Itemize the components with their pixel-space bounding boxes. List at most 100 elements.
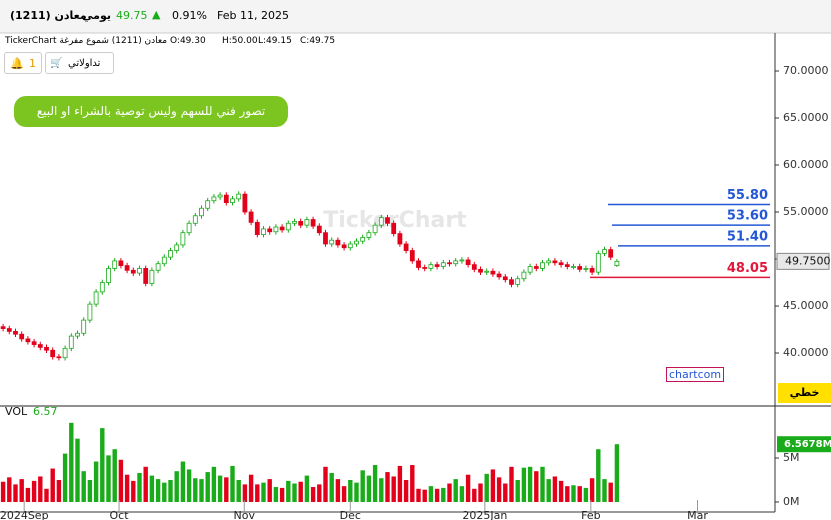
candle-body: [341, 244, 347, 249]
volume-bar: [236, 479, 241, 502]
volume-bar: [0, 481, 6, 502]
candle-body: [62, 347, 68, 359]
disclaimer-bubble: تصور فني للسهم وليس توصية بالشراء او الب…: [14, 96, 288, 127]
volume-bar: [465, 474, 471, 502]
candle-body: [428, 264, 434, 269]
candle-body: [87, 303, 93, 321]
candle-body: [447, 262, 452, 265]
candle-body: [248, 211, 254, 223]
mode-button[interactable]: خطي: [778, 383, 831, 403]
cart-icon: 🛒: [50, 58, 63, 69]
volume-bar: [397, 465, 403, 502]
volume-bar: [199, 479, 204, 502]
change: 0.91%: [172, 9, 207, 22]
candle-body: [608, 249, 614, 258]
candle-body: [174, 244, 180, 251]
volume-bar: [527, 466, 533, 502]
volume-bar: [490, 469, 496, 502]
volume-bar: [248, 474, 254, 502]
volume-bar: [211, 466, 217, 502]
candle-body: [434, 264, 440, 267]
volume-bar: [472, 488, 477, 502]
candle-body: [397, 233, 403, 245]
volume-bar: [583, 487, 589, 502]
candle-body: [31, 341, 37, 345]
portfolio-button[interactable]: 🛒 تداولاتي: [45, 52, 114, 74]
volume-bar: [124, 474, 130, 502]
alerts-button[interactable]: 🔔 1: [4, 52, 42, 74]
volume-bar: [44, 488, 49, 502]
candle-body: [254, 221, 260, 235]
candle-body: [143, 268, 149, 284]
volume-bar: [162, 482, 167, 502]
volume-bar: [75, 438, 80, 502]
volume-bar: [379, 478, 384, 502]
volume-bar: [348, 479, 353, 502]
candle-body: [211, 196, 217, 202]
x-tick-label: Feb: [581, 509, 600, 520]
volume-bar: [434, 488, 440, 502]
volume-bar: [100, 428, 105, 502]
candle-body: [378, 217, 384, 226]
volume-bar: [335, 479, 341, 502]
volume-bar: [38, 476, 43, 502]
candle-body: [490, 270, 496, 275]
volume-bar: [25, 487, 31, 502]
candle-body: [236, 193, 242, 200]
candle-body: [155, 263, 161, 271]
volume-bar: [385, 472, 390, 502]
candle-body: [56, 356, 62, 359]
volume-bar: [608, 482, 613, 502]
period: يومي: [82, 9, 111, 22]
candle-body: [112, 260, 118, 269]
volume-bar: [589, 478, 595, 502]
volume-bar: [391, 476, 396, 502]
volume-bar: [31, 480, 37, 502]
legend-low: L:49.15: [258, 36, 292, 46]
candle-body: [168, 250, 173, 258]
candle-body: [37, 344, 43, 348]
candle-body: [509, 279, 514, 285]
volume-bar: [224, 477, 229, 502]
volume-bar: [87, 479, 93, 502]
symbol: معادن (1211): [10, 9, 87, 22]
candle-body: [527, 266, 533, 273]
volume-bar: [217, 475, 223, 502]
candle-body: [335, 239, 341, 246]
candle-body: [118, 260, 124, 266]
volume-bar: [149, 475, 155, 502]
volume-bar: [571, 485, 576, 502]
portfolio-label: تداولاتي: [68, 58, 101, 69]
volume-bar: [292, 483, 297, 502]
candle-body: [602, 249, 607, 254]
candle-body: [571, 266, 576, 268]
y-tick-label: 65.0000: [783, 111, 829, 124]
last-price-tag: [776, 252, 830, 270]
y-tick-label: 70.0000: [783, 64, 829, 77]
candle-body: [223, 194, 229, 204]
volume-bar: [155, 479, 161, 502]
volume-bar: [323, 466, 328, 502]
volume-bar: [205, 472, 210, 502]
legend-open: O:49.30: [170, 36, 206, 46]
candle-body: [13, 330, 18, 335]
volume-bar: [614, 444, 620, 502]
candle-body: [558, 262, 564, 266]
volume-bar: [558, 480, 564, 502]
candle-body: [199, 207, 204, 217]
candle-body: [552, 260, 558, 264]
candle-body: [577, 266, 583, 270]
last-price-label: 49.7500: [785, 254, 831, 267]
volume-bar: [19, 479, 24, 502]
candle-body: [546, 260, 552, 264]
bell-icon: 🔔: [10, 57, 24, 70]
candle-body: [242, 193, 248, 213]
candle-body: [93, 291, 99, 305]
candle-body: [453, 260, 459, 265]
candle-body: [205, 200, 211, 209]
candle-body: [366, 232, 372, 238]
volume-bar: [261, 482, 266, 502]
candle-body: [502, 276, 508, 281]
volume-bar: [267, 479, 272, 502]
